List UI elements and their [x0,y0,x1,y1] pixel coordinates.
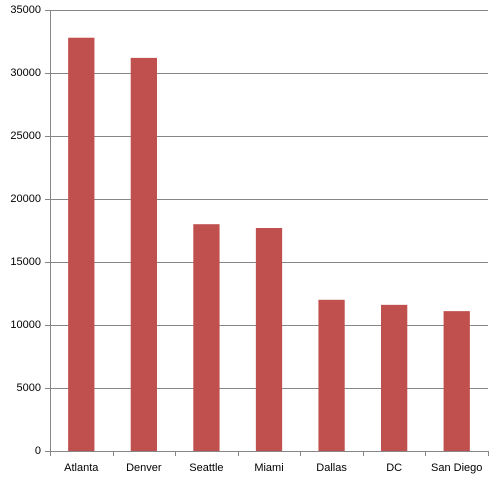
bar [68,37,95,451]
bar [443,311,470,451]
bar [381,304,408,451]
bar [318,299,345,451]
y-tick-label: 25000 [10,130,41,142]
x-tick-label: Miami [254,462,283,474]
y-tick-label: 15000 [10,256,41,268]
y-tick-label: 0 [35,445,41,457]
x-tick-label: Denver [126,462,162,474]
y-tick-label: 5000 [17,382,41,394]
y-tick-label: 30000 [10,67,41,79]
x-tick-label: San Diego [431,462,482,474]
bar [193,224,220,451]
x-tick-label: DC [386,462,402,474]
y-tick-label: 20000 [10,193,41,205]
x-tick-label: Atlanta [64,462,99,474]
x-tick-label: Seattle [189,462,223,474]
bar [130,57,157,451]
y-tick-label: 35000 [10,4,41,16]
bar [255,227,283,451]
x-tick-label: Dallas [316,462,347,474]
y-tick-label: 10000 [10,319,41,331]
